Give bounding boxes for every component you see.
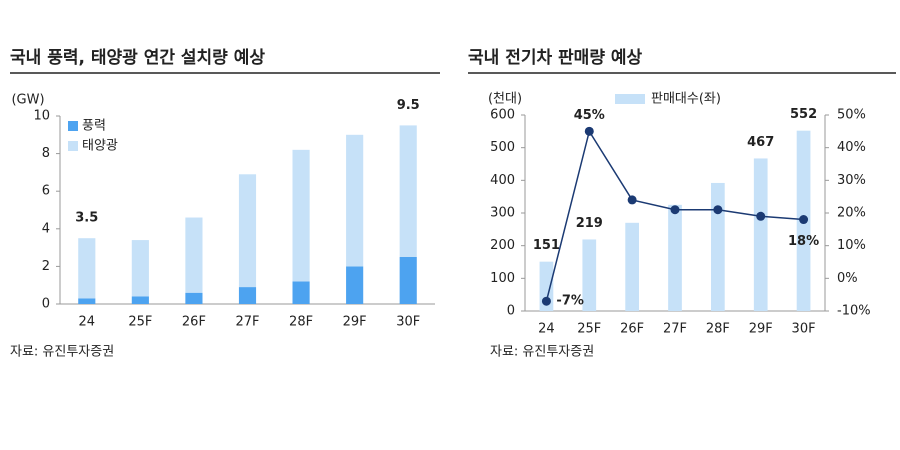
- source: 자료: 유진투자증권: [10, 345, 114, 360]
- line-point: [670, 205, 680, 215]
- y2-tick-label: -10%: [837, 304, 871, 319]
- line-point: [713, 205, 723, 215]
- bar-segment: [238, 287, 257, 304]
- y-tick-label: 300: [490, 206, 515, 221]
- y-tick-label: 4: [42, 221, 50, 236]
- y-tick-label: 6: [42, 184, 50, 199]
- bar: [582, 239, 597, 311]
- y-tick-label: 400: [490, 173, 515, 188]
- bar-segment: [185, 217, 203, 293]
- bar: [668, 204, 682, 311]
- y-tick-label: 100: [490, 271, 515, 286]
- x-tick-label: 24: [538, 322, 555, 337]
- bar-segment: [78, 298, 96, 304]
- y2-tick-label: 20%: [837, 206, 866, 221]
- legend-label: 풍력: [82, 119, 106, 134]
- x-tick-label: 29F: [343, 315, 367, 330]
- y-tick-label: 10: [33, 109, 50, 124]
- source: 자료: 유진투자증권: [490, 345, 594, 360]
- y-tick-label: 0: [507, 304, 515, 319]
- bar-label: 552: [790, 107, 817, 122]
- bar-label: 467: [747, 135, 774, 150]
- bar-segment: [78, 238, 96, 299]
- line-point: [627, 195, 637, 205]
- bar: [753, 158, 768, 311]
- y-tick-label: 8: [42, 146, 50, 161]
- bar-segment: [185, 292, 203, 304]
- bar-label: 151: [533, 238, 560, 253]
- line-label: -7%: [556, 294, 583, 309]
- chart-title: 국내 전기차 판매량 예상: [468, 48, 643, 68]
- line-label: 18%: [788, 234, 819, 249]
- y-tick-label: 0: [42, 297, 50, 312]
- x-tick-label: 30F: [792, 322, 816, 337]
- y2-tick-label: 0%: [837, 271, 858, 286]
- y-axis-label: (천대): [488, 92, 522, 107]
- bar-segment: [292, 281, 310, 304]
- bar: [625, 222, 639, 311]
- y2-tick-label: 40%: [837, 140, 866, 155]
- legend-swatch: [68, 121, 78, 131]
- x-tick-label: 24: [79, 315, 96, 330]
- line-point: [799, 215, 809, 225]
- x-tick-label: 27F: [235, 315, 259, 330]
- x-tick-label: 25F: [128, 315, 152, 330]
- bar: [711, 182, 725, 311]
- bar-label: 219: [576, 216, 603, 231]
- y2-tick-label: 50%: [837, 108, 866, 123]
- bar-segment: [238, 174, 257, 288]
- y2-tick-label: 10%: [837, 238, 866, 253]
- y-tick-label: 500: [490, 140, 515, 155]
- chart-title: 국내 풍력, 태양광 연간 설치량 예상: [10, 48, 265, 68]
- x-tick-label: 29F: [749, 322, 773, 337]
- bar-segment: [292, 149, 310, 282]
- legend-label: 태양광: [82, 139, 118, 154]
- legend-swatch: [615, 94, 645, 104]
- line-label: 45%: [574, 108, 605, 123]
- y-axis-label: (GW): [11, 93, 44, 108]
- line-point: [584, 126, 594, 136]
- legend-swatch: [68, 141, 78, 151]
- line-point: [541, 296, 551, 306]
- total-label: 9.5: [397, 98, 420, 113]
- bar-segment: [346, 266, 364, 304]
- legend-label: 판매대수(좌): [651, 92, 721, 107]
- x-tick-label: 30F: [396, 315, 420, 330]
- x-tick-label: 26F: [620, 322, 644, 337]
- total-label: 3.5: [75, 211, 98, 226]
- x-tick-label: 28F: [289, 315, 313, 330]
- line-point: [756, 211, 766, 221]
- y-tick-label: 200: [490, 238, 515, 253]
- x-tick-label: 25F: [577, 322, 601, 337]
- x-tick-label: 26F: [182, 315, 206, 330]
- bar-segment: [346, 134, 364, 267]
- bar-segment: [399, 257, 417, 304]
- bar-segment: [131, 296, 149, 304]
- x-tick-label: 28F: [706, 322, 730, 337]
- bar-segment: [399, 125, 417, 258]
- y2-tick-label: 30%: [837, 173, 866, 188]
- y-tick-label: 2: [42, 259, 50, 274]
- x-tick-label: 27F: [663, 322, 687, 337]
- y-tick-label: 600: [490, 108, 515, 123]
- bar-segment: [131, 240, 149, 297]
